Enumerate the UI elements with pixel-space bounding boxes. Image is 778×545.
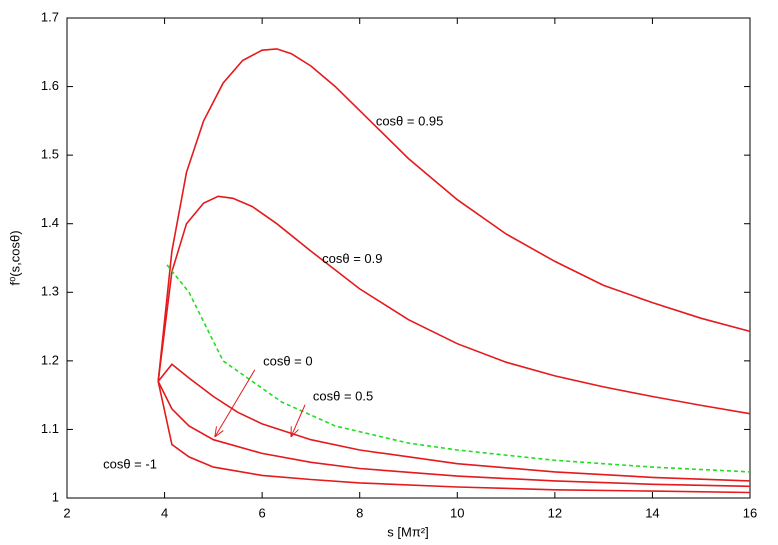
plot-frame [66, 17, 751, 499]
x-axis-label: s [Mπ²] [387, 524, 428, 539]
x-tick-label: 4 [161, 505, 168, 520]
x-tick-label: 12 [548, 505, 562, 520]
series-line [157, 48, 751, 382]
annotation: cosθ = -1 [103, 457, 157, 472]
x-tick-label: 2 [63, 505, 70, 520]
annotation-arrow [291, 404, 306, 437]
x-tick-label: 16 [743, 505, 757, 520]
series-line [157, 363, 751, 482]
series-line [157, 195, 751, 415]
series-line [166, 264, 751, 473]
y-axis-label: f⁰(s,cosθ) [7, 230, 22, 285]
x-tick-label: 10 [450, 505, 464, 520]
annotation: cosθ = 0.95 [376, 114, 444, 129]
y-tick-label: 1 [52, 489, 59, 504]
y-tick-label: 1.6 [41, 78, 59, 93]
y-tick-label: 1.7 [41, 9, 59, 24]
x-tick-label: 8 [356, 505, 363, 520]
y-tick-label: 1.5 [41, 147, 59, 162]
annotation: cosθ = 0.9 [322, 251, 382, 266]
y-tick-label: 1.1 [41, 421, 59, 436]
y-tick-label: 1.2 [41, 352, 59, 367]
series-line [157, 381, 751, 494]
y-tick-label: 1.4 [41, 215, 59, 230]
annotation-arrow [215, 369, 256, 437]
x-tick-label: 6 [259, 505, 266, 520]
x-tick-label: 14 [645, 505, 659, 520]
series-line [157, 381, 751, 488]
annotation: cosθ = 0.5 [313, 389, 373, 404]
y-tick-label: 1.3 [41, 284, 59, 299]
annotation: cosθ = 0 [263, 354, 313, 369]
